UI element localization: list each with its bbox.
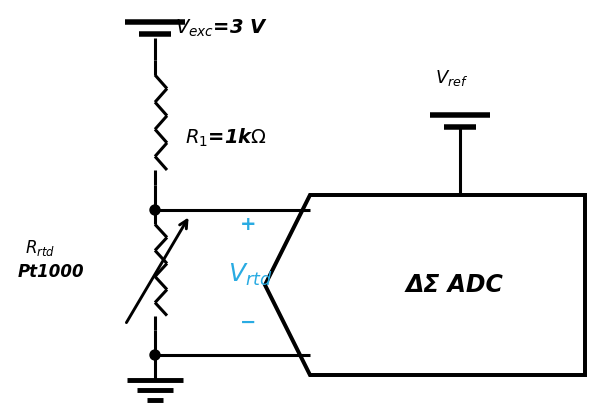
- Text: $V_{ref}$: $V_{ref}$: [436, 68, 469, 88]
- Polygon shape: [265, 195, 585, 375]
- Text: $V_{rtd}$: $V_{rtd}$: [228, 262, 272, 288]
- Text: $R_1$=1k$\Omega$: $R_1$=1k$\Omega$: [185, 127, 267, 149]
- Circle shape: [150, 205, 160, 215]
- Text: $R_{rtd}$: $R_{rtd}$: [25, 238, 55, 258]
- Text: −: −: [240, 312, 256, 332]
- Circle shape: [150, 350, 160, 360]
- Text: Pt1000: Pt1000: [18, 263, 85, 281]
- Text: ΔΣ ADC: ΔΣ ADC: [406, 273, 504, 297]
- Text: $V_{exc}$=3 V: $V_{exc}$=3 V: [175, 18, 268, 39]
- Text: +: +: [240, 214, 257, 233]
